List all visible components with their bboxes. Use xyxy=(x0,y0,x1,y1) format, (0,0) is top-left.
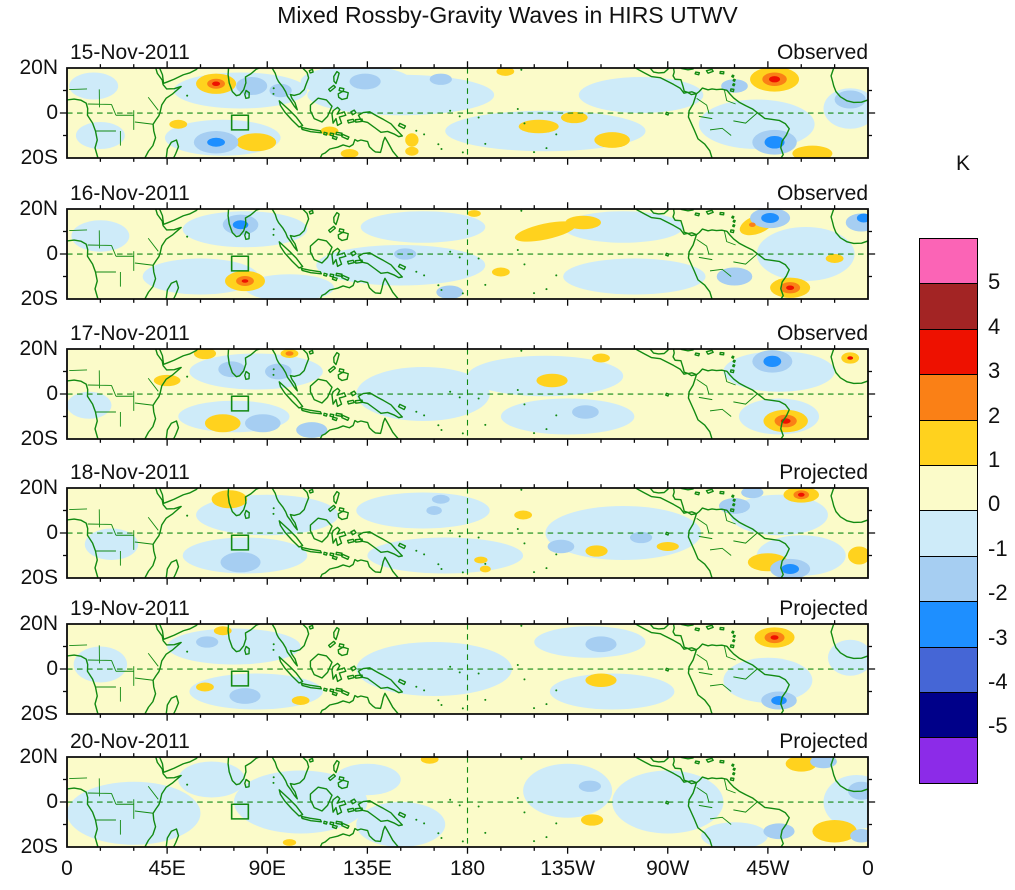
y-tick-label: 20S xyxy=(20,287,58,310)
y-tick-label: 20N xyxy=(19,56,58,79)
colorbar-tick-label: 3 xyxy=(988,358,1001,384)
y-tick-label: 0 xyxy=(46,657,58,680)
figure-title: Mixed Rossby-Gravity Waves in HIRS UTWV xyxy=(277,2,738,28)
colorbar-cell xyxy=(919,328,978,376)
panel-date-label: 18-Nov-2011 xyxy=(70,461,190,484)
y-tick-label: 20N xyxy=(19,612,58,635)
x-tick-label: 135E xyxy=(342,857,392,880)
panel-date-label: 20-Nov-2011 xyxy=(70,730,190,753)
colorbar-cell xyxy=(919,374,978,421)
map-panel-17-Nov-2011 xyxy=(67,349,868,439)
x-tick-label: 90E xyxy=(248,857,286,880)
colorbar-tick-label: -1 xyxy=(988,535,1008,561)
y-tick-label: 0 xyxy=(46,101,58,124)
colorbar-cell xyxy=(919,283,978,330)
colorbar-cell xyxy=(919,601,978,648)
colorbar-cell xyxy=(919,510,978,557)
colorbar-tick-label: 4 xyxy=(988,313,1001,339)
colorbar-tick-label: 0 xyxy=(988,491,1001,517)
map-panel-15-Nov-2011 xyxy=(67,68,868,158)
y-tick-label: 20N xyxy=(19,197,58,220)
panel-date-label: 19-Nov-2011 xyxy=(70,597,190,620)
colorbar-cell xyxy=(919,691,978,739)
colorbar-tick-label: -3 xyxy=(988,624,1008,650)
colorbar-tick-label: -2 xyxy=(988,580,1008,606)
panel-source-label: Projected xyxy=(779,597,868,620)
colorbar-tick-label: -5 xyxy=(988,713,1008,739)
y-tick-label: 0 xyxy=(46,521,58,544)
y-tick-label: 0 xyxy=(46,382,58,405)
colorbar xyxy=(919,238,978,784)
map-panel-20-Nov-2011 xyxy=(67,757,868,847)
x-tick-label: 0 xyxy=(862,857,874,880)
map-panel-19-Nov-2011 xyxy=(67,624,868,714)
map-panel-18-Nov-2011 xyxy=(67,488,868,578)
y-tick-label: 20S xyxy=(20,702,58,725)
map-panel-16-Nov-2011 xyxy=(67,209,868,299)
colorbar-tick-label: 1 xyxy=(988,447,1001,472)
y-tick-label: 20N xyxy=(19,745,58,768)
y-tick-label: 20N xyxy=(19,337,58,360)
y-tick-label: 0 xyxy=(46,242,58,265)
panel-date-label: 15-Nov-2011 xyxy=(70,41,190,64)
x-tick-label: 45W xyxy=(746,857,790,880)
panel-date-label: 17-Nov-2011 xyxy=(70,322,190,345)
colorbar-cell xyxy=(919,646,978,693)
panel-source-label: Projected xyxy=(779,730,868,753)
colorbar-tick-label: 5 xyxy=(988,269,1001,295)
colorbar-cell xyxy=(919,555,978,603)
y-tick-label: 20S xyxy=(20,146,58,169)
y-tick-label: 0 xyxy=(46,790,58,813)
y-tick-label: 20S xyxy=(20,566,58,589)
y-tick-label: 20N xyxy=(19,476,58,499)
colorbar-cell xyxy=(919,238,978,285)
panel-date-label: 16-Nov-2011 xyxy=(70,182,190,205)
colorbar-tick-label: -4 xyxy=(988,669,1008,694)
colorbar-cell xyxy=(919,419,978,466)
x-tick-label: 135W xyxy=(540,857,596,880)
colorbar-unit-label: K xyxy=(955,152,970,175)
panel-source-label: Observed xyxy=(776,322,868,345)
x-tick-label: 180 xyxy=(449,857,486,880)
x-tick-label: 45E xyxy=(148,857,186,880)
colorbar-tick-label: 2 xyxy=(988,402,1001,428)
colorbar-cell xyxy=(919,464,978,512)
x-tick-label: 90W xyxy=(646,857,690,880)
panel-source-label: Projected xyxy=(779,461,868,484)
x-tick-label: 0 xyxy=(61,857,73,880)
y-tick-label: 20S xyxy=(20,427,58,450)
y-tick-label: 20S xyxy=(20,835,58,858)
colorbar-cell xyxy=(919,737,978,784)
panel-source-label: Observed xyxy=(776,41,868,64)
panel-source-label: Observed xyxy=(776,182,868,205)
